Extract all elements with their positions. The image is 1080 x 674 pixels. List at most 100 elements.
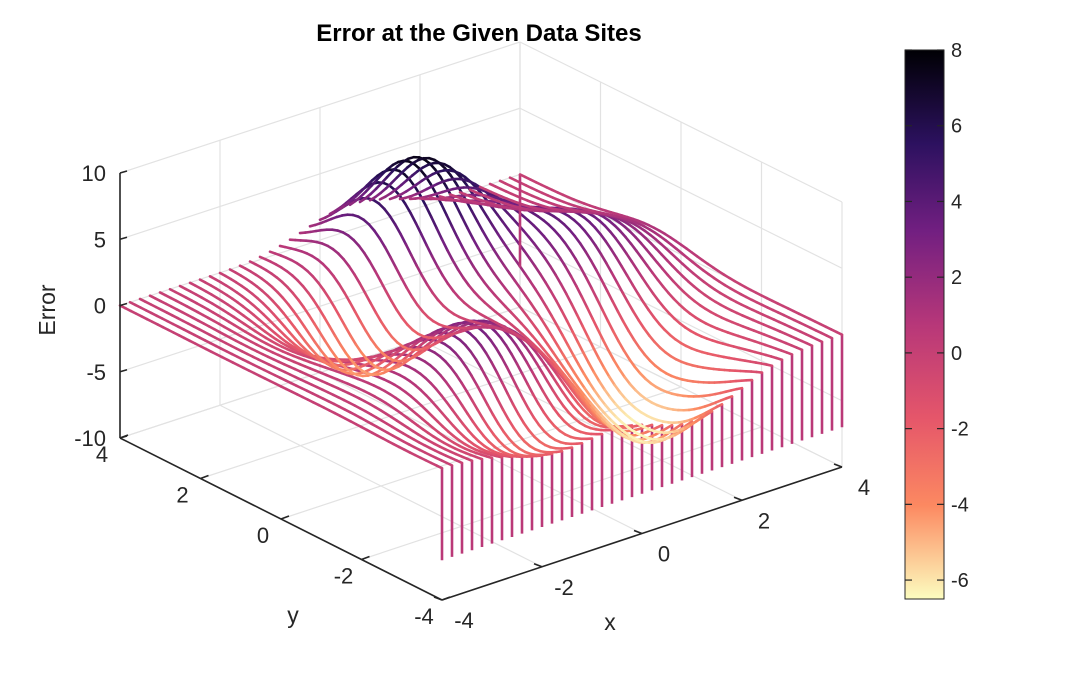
surface-segment	[587, 361, 596, 374]
surface-segment	[514, 343, 523, 355]
surface-segment	[445, 461, 454, 467]
surface-segment	[409, 253, 418, 267]
surface-segment	[538, 249, 547, 260]
surface-segment	[655, 261, 664, 271]
surface-segment	[462, 276, 471, 287]
surface-segment	[566, 388, 575, 399]
colorbar: -6 -4 -2 0 2 4 6 8	[904, 40, 969, 600]
surface-line	[258, 255, 584, 514]
surface-segment	[276, 290, 285, 300]
surface-segment	[489, 339, 498, 350]
surface-segment	[500, 381, 509, 395]
surface-segment	[416, 303, 425, 313]
surface-segment	[374, 311, 383, 324]
surface-segment	[393, 223, 402, 236]
colorbar-tick-label: -6	[951, 570, 969, 592]
surface-segment	[272, 312, 281, 322]
surface-segment	[487, 425, 496, 436]
surface-segment	[459, 358, 468, 369]
surface-segment	[456, 235, 465, 250]
surface-segment	[525, 313, 534, 324]
chart-title: Error at the Given Data Sites	[316, 20, 641, 47]
surface-segment	[516, 386, 525, 400]
x-tick-label: -2	[554, 575, 574, 600]
y-axis-label: y	[287, 602, 299, 628]
surface-segment	[338, 315, 347, 328]
surface-segment	[561, 391, 570, 402]
surface-segment	[641, 300, 650, 312]
surface-segment	[359, 351, 368, 361]
surface-segment	[552, 360, 561, 370]
surface-segment	[326, 268, 335, 278]
surface-segment	[507, 249, 516, 260]
surface-segment	[479, 343, 488, 355]
surface-segment	[557, 359, 566, 370]
surface-segment	[589, 259, 598, 272]
z-tick-label: 10	[82, 161, 106, 186]
surface-segment	[287, 318, 296, 329]
surface-line	[168, 287, 494, 544]
surface-segment	[324, 355, 333, 364]
surface-segment	[276, 305, 285, 315]
surface-segment	[319, 348, 328, 358]
surface-segment	[450, 388, 459, 399]
surface-segment	[385, 328, 394, 339]
surface-segment	[522, 421, 531, 432]
surface-line	[358, 155, 684, 481]
surface-segment	[579, 393, 588, 403]
surface-segment	[651, 292, 660, 303]
surface-segment	[595, 268, 604, 282]
surface-segment	[548, 241, 557, 252]
surface-segment	[640, 256, 649, 267]
surface-segment	[499, 336, 508, 347]
surface-segment	[313, 341, 322, 352]
surface-segment	[522, 229, 531, 239]
surface-segment	[755, 370, 764, 374]
surface-segment	[646, 284, 655, 295]
surface-segment	[580, 295, 589, 309]
surface-segment	[510, 352, 519, 365]
surface-segment	[370, 178, 379, 188]
surface-segment	[296, 279, 305, 288]
surface-segment	[546, 343, 555, 354]
z-tick-label: 0	[94, 294, 106, 319]
surface-segment	[599, 252, 608, 265]
surface-segment	[603, 224, 612, 233]
surface-segment	[440, 237, 449, 252]
surface-segment	[645, 264, 654, 275]
surface-segment	[349, 358, 358, 368]
surface-segment	[517, 412, 526, 425]
surface-segment	[785, 351, 794, 356]
surface-segment	[605, 261, 614, 275]
surface-segment	[612, 358, 621, 371]
surface-segment	[555, 449, 564, 454]
surface-segment	[556, 344, 565, 357]
surface-segment	[484, 332, 493, 342]
surface-segment	[494, 330, 503, 340]
surface-segment	[547, 398, 556, 410]
surface-segment	[491, 224, 500, 236]
surface-segment	[550, 365, 559, 376]
surface-segment	[562, 366, 571, 377]
surface-segment	[617, 339, 626, 352]
surface-segment	[317, 307, 326, 319]
x-axis-label: x	[604, 609, 616, 635]
z-tick-mark	[119, 236, 128, 241]
surface-segment	[528, 256, 537, 268]
surface-segment	[567, 398, 576, 409]
surface-segment	[561, 333, 570, 347]
surface-segment	[542, 235, 551, 245]
surface-segment	[594, 244, 603, 256]
surface-segment	[795, 346, 804, 352]
surface-segment	[332, 274, 341, 286]
surface-segment	[540, 358, 549, 370]
surface-segment	[565, 319, 574, 333]
surface-segment	[613, 383, 622, 394]
surface-segment	[455, 396, 464, 407]
surface-segment	[334, 355, 343, 365]
surface-segment	[342, 257, 351, 268]
surface-segment	[627, 357, 636, 368]
surface-segment	[303, 325, 312, 336]
surface-segment	[647, 308, 656, 319]
surface-segment	[298, 332, 307, 343]
